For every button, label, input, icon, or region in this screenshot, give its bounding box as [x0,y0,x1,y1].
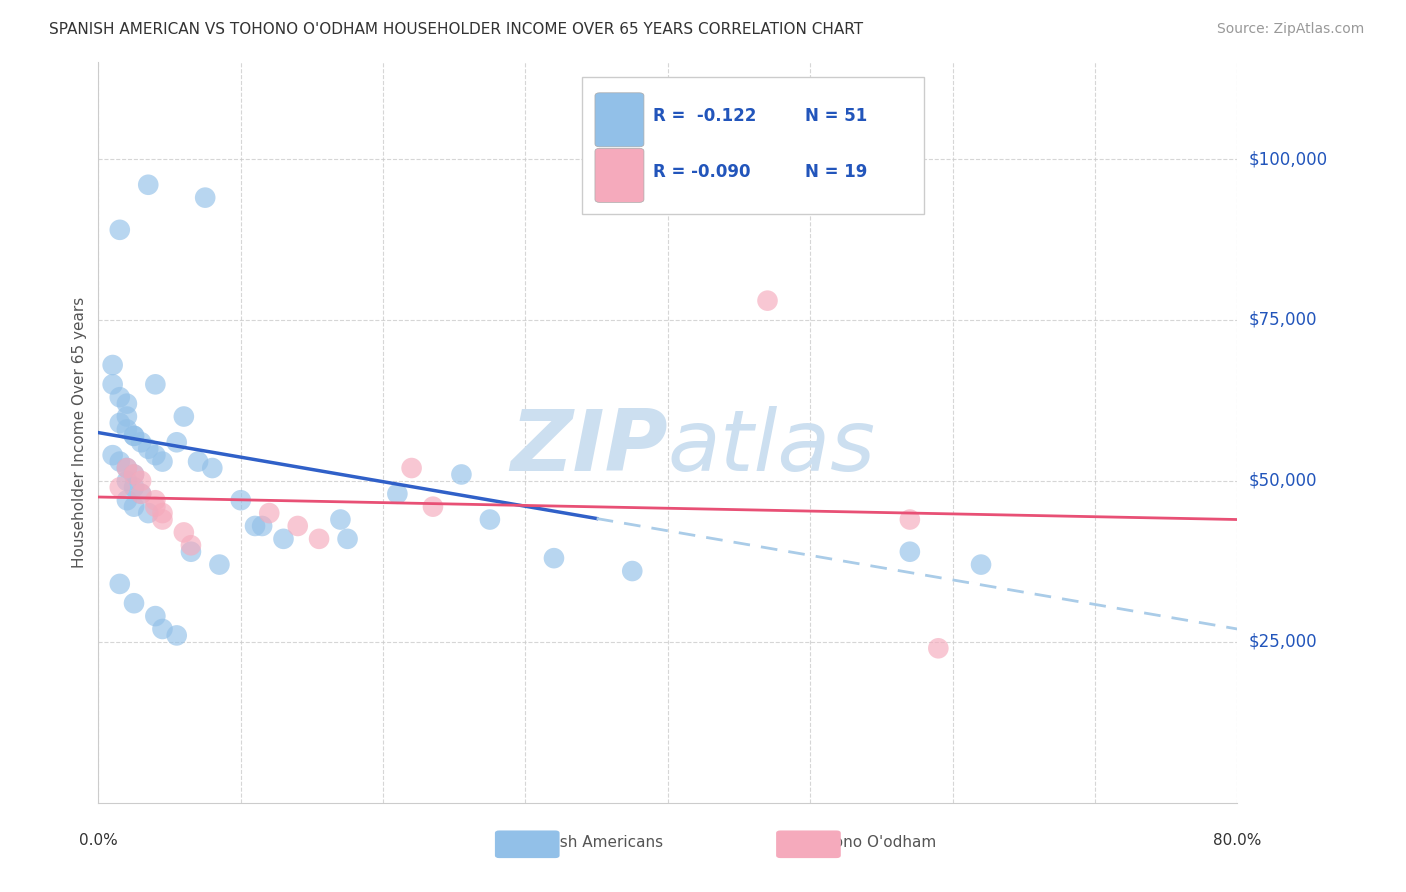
Text: $25,000: $25,000 [1249,632,1317,651]
Point [308,532,330,546]
Point [152,506,174,520]
FancyBboxPatch shape [595,93,644,147]
Point [450,467,472,482]
Point [108,416,131,430]
Point [543,551,565,566]
Point [898,545,921,559]
Point [194,191,217,205]
Point [173,409,195,424]
Text: atlas: atlas [668,406,876,489]
Point [136,178,159,192]
Point [152,512,174,526]
Text: Tohono O'odham: Tohono O'odham [807,836,936,850]
Point [273,532,295,546]
Point [115,474,138,488]
Point [250,519,273,533]
Point [108,577,131,591]
Point [129,487,152,501]
Point [101,358,124,372]
Point [122,429,145,443]
Text: ZIP: ZIP [510,406,668,489]
Point [187,454,209,468]
Point [180,538,202,552]
Point [970,558,993,572]
Point [122,467,145,482]
FancyBboxPatch shape [595,148,644,202]
Text: $50,000: $50,000 [1249,472,1317,490]
Point [115,397,138,411]
FancyBboxPatch shape [582,78,924,214]
Point [108,480,131,494]
Point [145,493,167,508]
Point [243,519,266,533]
Point [287,519,309,533]
Point [152,622,174,636]
Point [136,506,159,520]
Point [115,461,138,475]
Text: Source: ZipAtlas.com: Source: ZipAtlas.com [1216,22,1364,37]
Point [201,461,224,475]
Point [115,409,138,424]
Point [422,500,444,514]
Point [136,442,159,456]
Point [129,487,152,501]
Point [122,596,145,610]
Point [401,461,423,475]
Text: R = -0.090: R = -0.090 [652,163,751,181]
Point [122,429,145,443]
Point [621,564,644,578]
Text: N = 19: N = 19 [804,163,868,181]
Text: $75,000: $75,000 [1249,311,1317,329]
Text: 80.0%: 80.0% [1213,833,1261,848]
Point [108,223,131,237]
Point [329,512,352,526]
Point [129,435,152,450]
Point [152,454,174,468]
Point [108,454,131,468]
Text: 0.0%: 0.0% [79,833,118,848]
Point [756,293,779,308]
Point [166,628,188,642]
Point [208,558,231,572]
Point [173,525,195,540]
Point [122,480,145,494]
Text: $100,000: $100,000 [1249,150,1327,168]
Point [478,512,501,526]
Point [145,609,167,624]
Point [129,474,152,488]
Text: R =  -0.122: R = -0.122 [652,108,756,126]
Point [122,467,145,482]
Point [122,500,145,514]
Point [115,422,138,436]
Point [101,448,124,462]
Point [108,390,131,404]
Text: N = 51: N = 51 [804,108,866,126]
Point [166,435,188,450]
Point [145,377,167,392]
Point [336,532,359,546]
Point [145,448,167,462]
Point [259,506,281,520]
Text: SPANISH AMERICAN VS TOHONO O'ODHAM HOUSEHOLDER INCOME OVER 65 YEARS CORRELATION : SPANISH AMERICAN VS TOHONO O'ODHAM HOUSE… [49,22,863,37]
Point [180,545,202,559]
Point [927,641,949,656]
Y-axis label: Householder Income Over 65 years: Householder Income Over 65 years [72,297,87,568]
Point [387,487,409,501]
Point [229,493,252,508]
Point [115,493,138,508]
Point [101,377,124,392]
Text: Spanish Americans: Spanish Americans [517,836,664,850]
Point [145,500,167,514]
Point [898,512,921,526]
Point [115,461,138,475]
